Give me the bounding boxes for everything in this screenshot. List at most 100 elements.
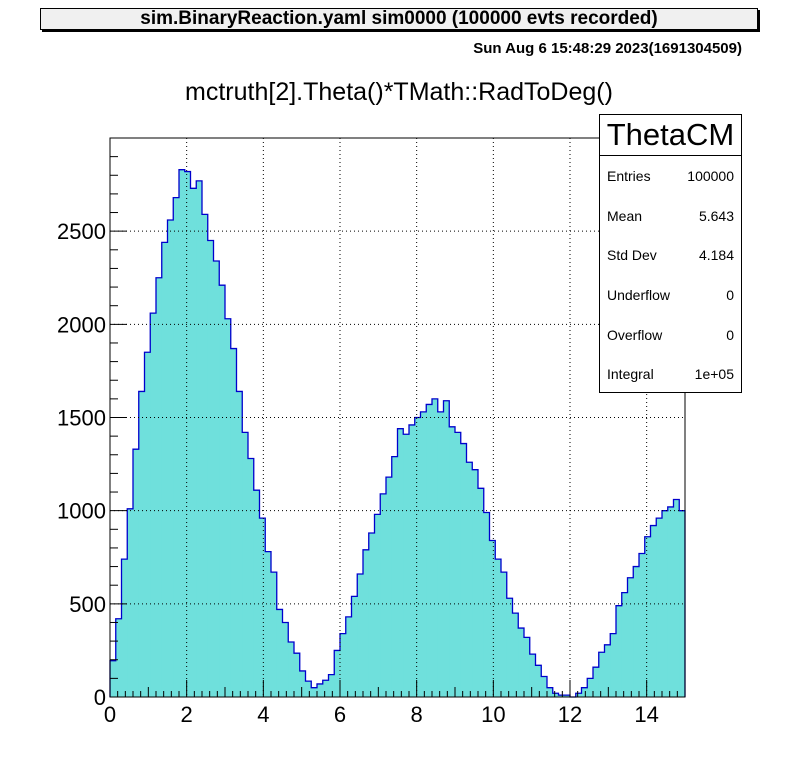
histogram-bar xyxy=(363,549,370,697)
x-tick-label: 14 xyxy=(634,702,658,727)
histogram-outline xyxy=(109,169,686,698)
canvas-title: sim.BinaryReaction.yaml sim0000 (100000 … xyxy=(40,8,758,30)
y-tick-label: 0 xyxy=(94,685,106,710)
histogram-bar xyxy=(345,616,352,697)
histogram-bar xyxy=(230,348,237,697)
histogram-bar xyxy=(259,518,266,697)
histogram-bar xyxy=(150,313,157,697)
histogram-bar xyxy=(357,574,364,697)
histogram-bar xyxy=(173,197,180,698)
x-tick-label: 6 xyxy=(334,702,346,727)
histogram-bar xyxy=(311,687,318,697)
histogram-bar xyxy=(472,469,479,697)
histogram-bar xyxy=(121,559,128,697)
histogram-bar xyxy=(552,693,559,697)
stats-row-underflow: Underflow 0 xyxy=(600,275,741,315)
histogram-bar xyxy=(334,650,341,697)
histogram-bar xyxy=(380,493,387,697)
stats-value: 1e+05 xyxy=(694,366,734,383)
histogram-bar xyxy=(667,506,674,697)
histogram-bar xyxy=(328,674,335,697)
histogram-bar xyxy=(575,693,582,697)
stats-label: Integral xyxy=(607,366,654,383)
histogram-bar xyxy=(610,633,617,697)
histogram-bar xyxy=(593,667,600,697)
x-tick-label: 10 xyxy=(481,702,505,727)
histogram-bar xyxy=(443,400,450,697)
histogram-bar xyxy=(501,572,508,697)
histogram-bar xyxy=(581,687,588,697)
histogram-bar xyxy=(420,411,427,697)
stats-value: 100000 xyxy=(687,168,734,184)
histogram-bar xyxy=(512,613,519,697)
histogram-bar xyxy=(564,695,571,697)
histogram-bar xyxy=(587,678,594,697)
histogram-bar xyxy=(541,676,548,697)
histogram-bar xyxy=(466,462,473,697)
histogram-bar xyxy=(236,391,243,697)
histogram-bar xyxy=(604,644,611,697)
histogram-bar xyxy=(368,533,375,697)
y-tick-label: 500 xyxy=(69,592,106,617)
histogram-bar xyxy=(322,680,329,697)
stats-value: 0 xyxy=(726,326,734,343)
histogram-bar xyxy=(179,169,186,698)
stats-row-mean: Mean 5.643 xyxy=(600,196,741,236)
histogram-bar xyxy=(460,443,467,697)
histogram-bar xyxy=(386,477,393,697)
histogram-bar xyxy=(276,609,283,697)
y-tick-label: 1500 xyxy=(57,406,106,431)
histogram-bar xyxy=(213,260,220,697)
histogram-bar xyxy=(133,449,140,697)
histogram-bar xyxy=(265,551,272,697)
histogram-bar xyxy=(409,424,416,697)
histogram-bar xyxy=(495,559,502,697)
stats-row-overflow: Overflow 0 xyxy=(600,315,741,355)
stats-label: Mean xyxy=(607,207,643,224)
x-tick-label: 8 xyxy=(411,702,423,727)
x-tick-label: 2 xyxy=(181,702,193,727)
histogram-bar xyxy=(351,596,358,697)
stats-label: Std Dev xyxy=(607,247,657,264)
histogram-bar xyxy=(403,434,410,697)
histogram-bar xyxy=(662,510,669,697)
histogram-bar xyxy=(432,398,439,697)
stats-value: 5.643 xyxy=(698,207,734,224)
histogram-bar xyxy=(478,488,485,697)
histogram-bar xyxy=(196,180,203,697)
histogram-bar xyxy=(673,499,680,697)
histogram-bar xyxy=(426,404,433,697)
histogram-bar xyxy=(219,285,226,697)
stats-value: 0 xyxy=(726,287,734,304)
histogram-bar xyxy=(248,458,255,697)
histogram-bar xyxy=(115,618,122,697)
histogram-bar xyxy=(138,391,145,697)
histogram-bar xyxy=(340,633,347,697)
x-tick-label: 0 xyxy=(104,702,116,727)
histogram-bar xyxy=(627,577,634,697)
histogram-bar xyxy=(414,417,421,697)
histogram-bar xyxy=(144,352,151,697)
histogram-bar xyxy=(621,592,628,697)
histogram-bar xyxy=(374,514,381,697)
stats-row-std-dev: Std Dev 4.184 xyxy=(600,235,741,275)
histogram-bar xyxy=(305,681,312,697)
histogram-bar xyxy=(127,508,134,697)
stats-label: Overflow xyxy=(607,326,663,343)
stats-box[interactable]: ThetaCM Entries 100000 Mean 5.643 Std De… xyxy=(599,114,742,393)
histogram-bar xyxy=(633,566,640,697)
stats-label: Underflow xyxy=(607,287,671,304)
histogram-bar xyxy=(161,242,168,697)
histogram-bar xyxy=(167,219,174,697)
histogram-bar xyxy=(483,512,490,697)
histogram-bar xyxy=(288,642,295,697)
histogram-bar xyxy=(437,411,444,697)
histogram-bar xyxy=(299,670,306,697)
histogram-bar xyxy=(271,572,278,697)
stats-row-integral: Integral 1e+05 xyxy=(600,354,741,394)
histogram-bar xyxy=(489,540,496,697)
histogram-bar xyxy=(282,622,289,697)
histogram-bar xyxy=(202,214,209,697)
histogram-bar xyxy=(317,683,324,697)
